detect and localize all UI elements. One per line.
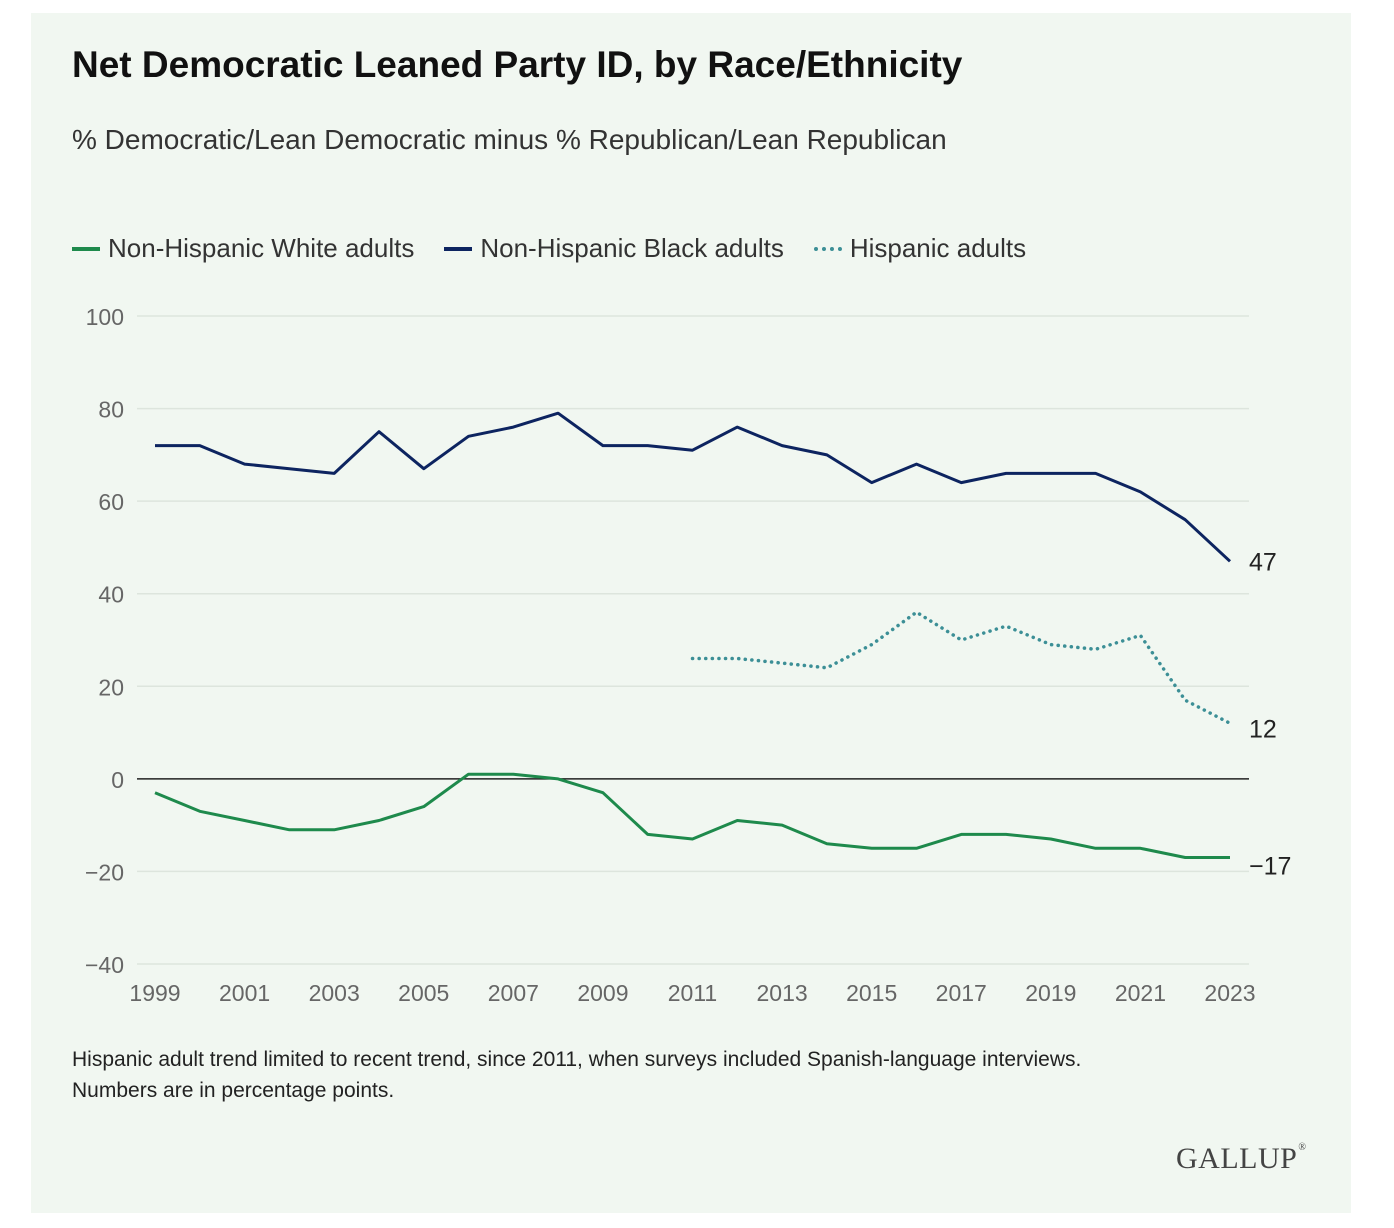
x-tick-label-4: 2007: [488, 980, 539, 1006]
footnote-line-1: Hispanic adult trend limited to recent t…: [72, 1048, 1082, 1071]
chart-panel: [31, 13, 1351, 1213]
chart-subtitle: % Democratic/Lean Democratic minus % Rep…: [72, 124, 947, 155]
x-tick-label-1: 2001: [219, 980, 270, 1006]
x-tick-label-5: 2009: [577, 980, 628, 1006]
x-tick-label-9: 2017: [936, 980, 987, 1006]
legend-label-black: Non-Hispanic Black adults: [480, 232, 784, 263]
legend-swatch-black: [444, 247, 473, 251]
footnote: Hispanic adult trend limited to recent t…: [72, 1044, 1312, 1106]
legend-item-hispanic: Hispanic adults: [813, 232, 1027, 264]
end-label-hispanic: 12: [1249, 715, 1277, 743]
chart-title: Net Democratic Leaned Party ID, by Race/…: [72, 44, 963, 85]
registered-mark: ®: [1298, 1142, 1307, 1153]
y-tick-label-5: 60: [98, 489, 124, 515]
y-tick-label-6: 80: [98, 397, 124, 423]
end-label-black: 47: [1249, 548, 1277, 576]
end-label-white: −17: [1249, 853, 1291, 881]
series-line-white: [154, 772, 1230, 859]
legend-item-black: Non-Hispanic Black adults: [444, 232, 784, 264]
y-tick-label-0: −40: [85, 952, 124, 978]
line-chart: −40 −20 0 20 40 60 80 100 1999 2001 2003 2005 2007 20…: [85, 304, 1291, 1006]
x-tick-label-8: 2015: [846, 980, 897, 1006]
legend-swatch-white: [72, 247, 100, 251]
y-tick-label-2: 0: [111, 767, 124, 793]
legend-item-white: Non-Hispanic White adults: [72, 233, 414, 264]
x-tick-label-11: 2021: [1115, 980, 1166, 1006]
x-tick-label-10: 2019: [1025, 980, 1076, 1006]
x-tick-label-7: 2013: [756, 980, 807, 1006]
legend-label-hispanic: Hispanic adults: [849, 232, 1027, 263]
y-tick-label-7: 100: [86, 304, 124, 330]
x-tick-label-3: 2005: [398, 980, 449, 1006]
legend-label-white: Non-Hispanic White adults: [108, 232, 415, 263]
y-tick-label-1: −20: [85, 859, 124, 885]
x-tick-label-0: 1999: [129, 980, 180, 1006]
y-tick-label-4: 40: [98, 582, 124, 608]
x-tick-label-6: 2011: [668, 980, 717, 1006]
series-line-black: [155, 411, 1232, 563]
y-tick-label-3: 20: [98, 674, 124, 700]
x-tick-label-2: 2003: [309, 980, 360, 1006]
logo-text: GALLUP: [1176, 1142, 1298, 1175]
series-line-hispanic: [690, 610, 1232, 726]
chart-legend: Non-Hispanic White adults Non-Hispanic B…: [72, 228, 1056, 268]
x-tick-label-12: 2023: [1204, 980, 1255, 1006]
gallup-logo: GALLUP®: [1176, 1142, 1306, 1176]
legend-swatch-hispanic: [813, 247, 842, 251]
footnote-line-2: Numbers are in percentage points.: [72, 1079, 395, 1102]
